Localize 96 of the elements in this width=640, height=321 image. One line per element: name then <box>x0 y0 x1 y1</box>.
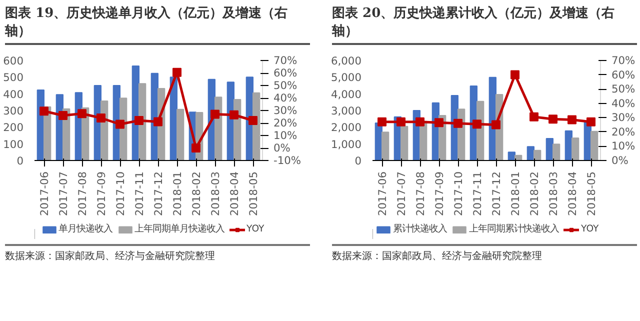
legend-label: 累计快递收入 <box>393 222 447 236</box>
source-note: 数据来源：国家邮政局、经济与金融研究院整理 <box>332 244 637 264</box>
x-tick-label: 2017-11 <box>471 171 484 216</box>
y2-tick-label: 50% <box>612 82 636 96</box>
chart-title: 图表 20、历史快递累计收入（亿元）及增速（右轴） <box>332 5 637 45</box>
y-tick-label: 600 <box>3 54 24 68</box>
point <box>396 117 406 126</box>
y-tick-label: 400 <box>3 88 24 101</box>
point <box>492 120 500 130</box>
y-tick-label: 100 <box>3 138 24 151</box>
x-tick-label: 2017-06 <box>38 171 51 216</box>
y2-tick-label: 70% <box>612 54 636 67</box>
y-tick-label: 3,000 <box>330 104 362 118</box>
x-tick-label: 2017-09 <box>433 171 446 216</box>
legend-label: 上年同期累计快递收入 <box>469 222 559 236</box>
y2-tick-label: 20% <box>274 116 298 130</box>
y-tick-label: 0 <box>354 154 362 168</box>
point <box>230 110 238 120</box>
point <box>434 118 444 128</box>
x-tick-label: 2018-01 <box>509 171 522 216</box>
chart-title: 图表 19、历史快递单月收入（亿元）及增速（右轴） <box>5 5 310 45</box>
legend-label: 单月快递收入 <box>58 222 112 236</box>
y-tick-label: 6,000 <box>330 54 362 68</box>
bar <box>534 150 542 160</box>
legend-label: 上年同期单月快递收入 <box>134 222 224 236</box>
x-tick-label: 2018-04 <box>566 171 579 216</box>
point <box>530 112 538 122</box>
y2-tick-label: 0% <box>612 154 628 167</box>
bar <box>590 130 598 160</box>
y2-tick-label: 30% <box>612 111 636 124</box>
point <box>586 117 596 126</box>
x-tick-label: 2017-07 <box>395 171 408 216</box>
point <box>172 68 182 77</box>
y2-tick-label: 60% <box>274 66 298 80</box>
point <box>568 115 576 124</box>
y2-tick-label: 50% <box>274 79 298 92</box>
bar <box>400 126 408 160</box>
y-tick-label: 5,000 <box>330 71 362 84</box>
x-tick-label: 2018-05 <box>585 171 598 216</box>
point <box>58 111 68 120</box>
point <box>548 114 558 124</box>
bar <box>382 132 390 160</box>
x-tick-label: 2018-03 <box>209 171 222 216</box>
y-tick-label: 300 <box>3 104 24 118</box>
x-tick-label: 2017-08 <box>76 171 89 216</box>
point <box>96 114 106 122</box>
y2-tick-label: 20% <box>612 125 636 138</box>
y2-tick-label: 60% <box>612 68 636 82</box>
y2-tick-label: 70% <box>274 54 298 67</box>
x-tick-label: 2018-04 <box>228 171 241 216</box>
source-note: 数据来源：国家邮政局、经济与金融研究院整理 <box>5 244 310 264</box>
point <box>78 109 86 118</box>
point <box>510 70 520 80</box>
y-tick-label: 0 <box>16 154 24 168</box>
x-tick-label: 2018-02 <box>528 171 541 216</box>
point <box>416 117 424 126</box>
point <box>134 116 144 125</box>
point <box>192 144 200 152</box>
y2-tick-label: -10% <box>274 154 302 167</box>
y-tick-label: 200 <box>3 121 24 134</box>
point <box>472 120 482 129</box>
x-tick-label: 2018-01 <box>171 171 184 216</box>
point <box>248 116 258 125</box>
x-tick-label: 2017-11 <box>133 171 146 216</box>
y2-tick-label: 0% <box>274 142 290 154</box>
x-tick-label: 2018-05 <box>247 171 260 216</box>
bar <box>572 138 580 160</box>
x-tick-label: 2018-02 <box>190 171 203 216</box>
y-tick-label: 4,000 <box>330 88 362 101</box>
x-tick-label: 2017-06 <box>376 171 389 216</box>
x-tick-label: 2017-12 <box>152 171 165 216</box>
point <box>116 120 124 129</box>
x-tick-label: 2017-12 <box>490 171 503 216</box>
x-tick-label: 2017-07 <box>57 171 70 216</box>
bar <box>552 144 560 160</box>
y2-tick-label: 40% <box>274 92 298 104</box>
point <box>454 118 462 128</box>
bar <box>176 108 184 160</box>
y2-tick-label: 40% <box>612 96 636 110</box>
y-tick-label: 500 <box>3 71 24 84</box>
y2-tick-label: 10% <box>612 140 636 153</box>
x-tick-label: 2017-09 <box>95 171 108 216</box>
point <box>210 110 220 119</box>
x-tick-label: 2018-03 <box>547 171 560 216</box>
y2-tick-label: 30% <box>274 104 298 117</box>
y2-tick-label: 10% <box>274 129 298 142</box>
legend-label: YOY <box>246 224 266 234</box>
x-tick-label: 2017-10 <box>452 171 465 216</box>
point <box>40 106 48 116</box>
point <box>154 117 162 126</box>
y-tick-label: 2,000 <box>330 121 362 134</box>
x-tick-label: 2017-08 <box>414 171 427 216</box>
y-tick-label: 1,000 <box>330 138 362 151</box>
x-tick-label: 2017-10 <box>114 171 127 216</box>
point <box>378 117 386 126</box>
legend-label: YOY <box>581 224 600 234</box>
